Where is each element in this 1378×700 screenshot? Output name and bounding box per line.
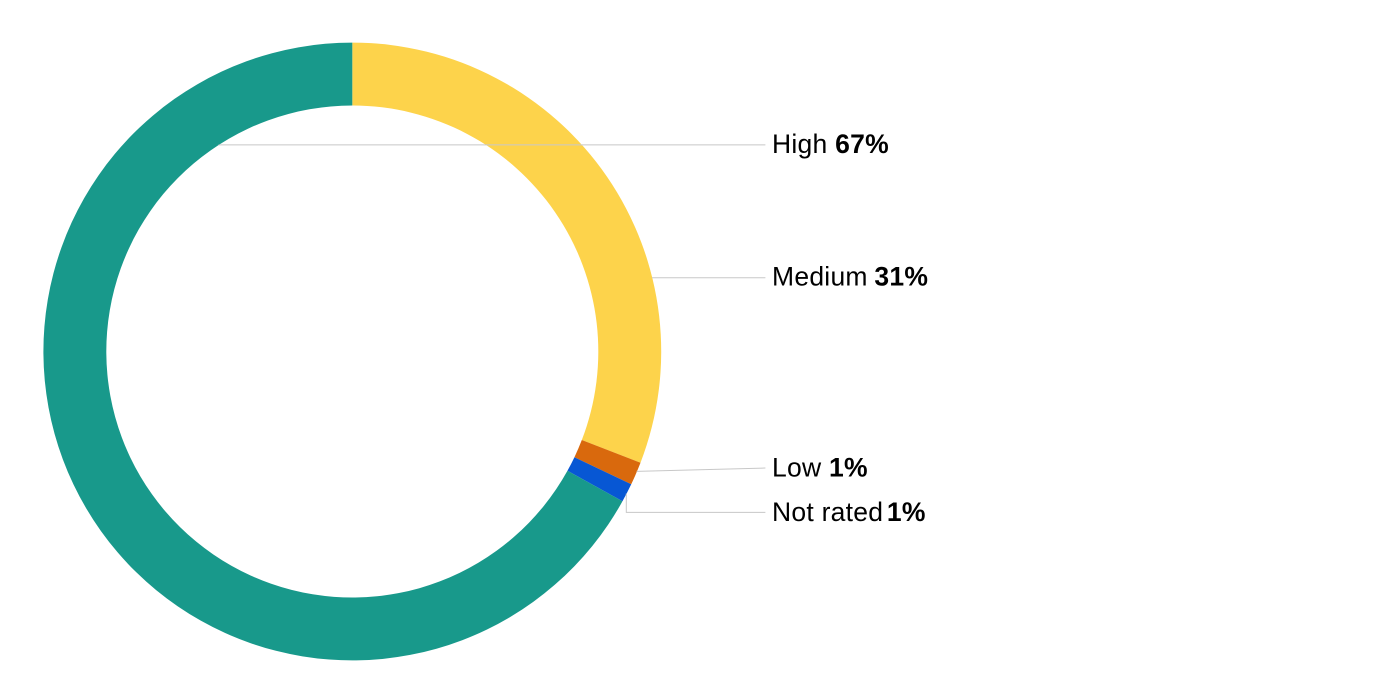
- svg-text:High 67%: High 67%: [772, 129, 889, 159]
- svg-text:Medium 31%: Medium 31%: [772, 262, 928, 292]
- svg-text:Not rated 1%: Not rated 1%: [772, 497, 926, 527]
- svg-text:Low 1%: Low 1%: [772, 453, 868, 483]
